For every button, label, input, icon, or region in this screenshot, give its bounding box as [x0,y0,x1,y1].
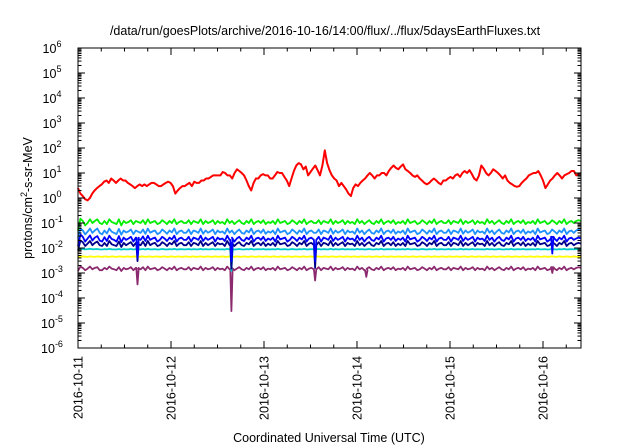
series-line-6 [77,255,582,258]
y-tick-label: 10-4 [41,289,63,306]
series-line-1 [77,217,582,231]
y-tick-label: 100 [43,189,62,206]
y-tick-label: 106 [43,39,62,56]
x-tick-label: 2016-10-12 [165,356,179,420]
axis-layer: 10-6 10-5 10-4 10-3 10-2 10-1 100 101 102 103 104 1… [41,39,581,420]
series-line-3 [77,233,582,262]
y-tick-label: 103 [43,114,62,131]
plot-frame [77,47,582,349]
series-line-7 [77,265,582,312]
y-axis-label-prefix: protons/cm [21,197,35,259]
y-axis-label: protons/cm2-s-sr-MeV [19,136,35,258]
y-tick-label: 101 [43,164,62,181]
x-tick-label: 2016-10-16 [537,356,551,420]
series-line-5 [77,247,582,272]
series-line-0 [77,149,582,202]
y-axis-label-suffix: -s-sr-MeV [21,136,35,192]
y-tick-label: 10-5 [41,314,63,331]
y-tick-label: 105 [43,64,62,81]
series-line-4 [77,239,582,270]
x-tick-label: 2016-10-15 [444,356,458,420]
chart-title: /data/run/goesPlots/archive/2016-10-16/1… [110,24,541,38]
series-line-2 [77,227,582,239]
x-axis-label: Coordinated Universal Time (UTC) [233,431,425,445]
x-tick-label: 2016-10-13 [258,356,272,420]
y-axis-label-sup: 2 [19,192,29,197]
x-tick-label: 2016-10-14 [351,356,365,420]
y-tick-label: 10-2 [41,239,63,256]
y-tick-label: 102 [43,139,62,156]
y-tick-label: 10-6 [41,339,63,356]
series-layer [77,149,582,312]
x-tick-label: 2016-10-11 [72,356,86,419]
y-tick-label: 10-3 [41,264,63,281]
y-tick-label: 10-1 [41,214,63,231]
y-tick-label: 104 [43,89,62,106]
